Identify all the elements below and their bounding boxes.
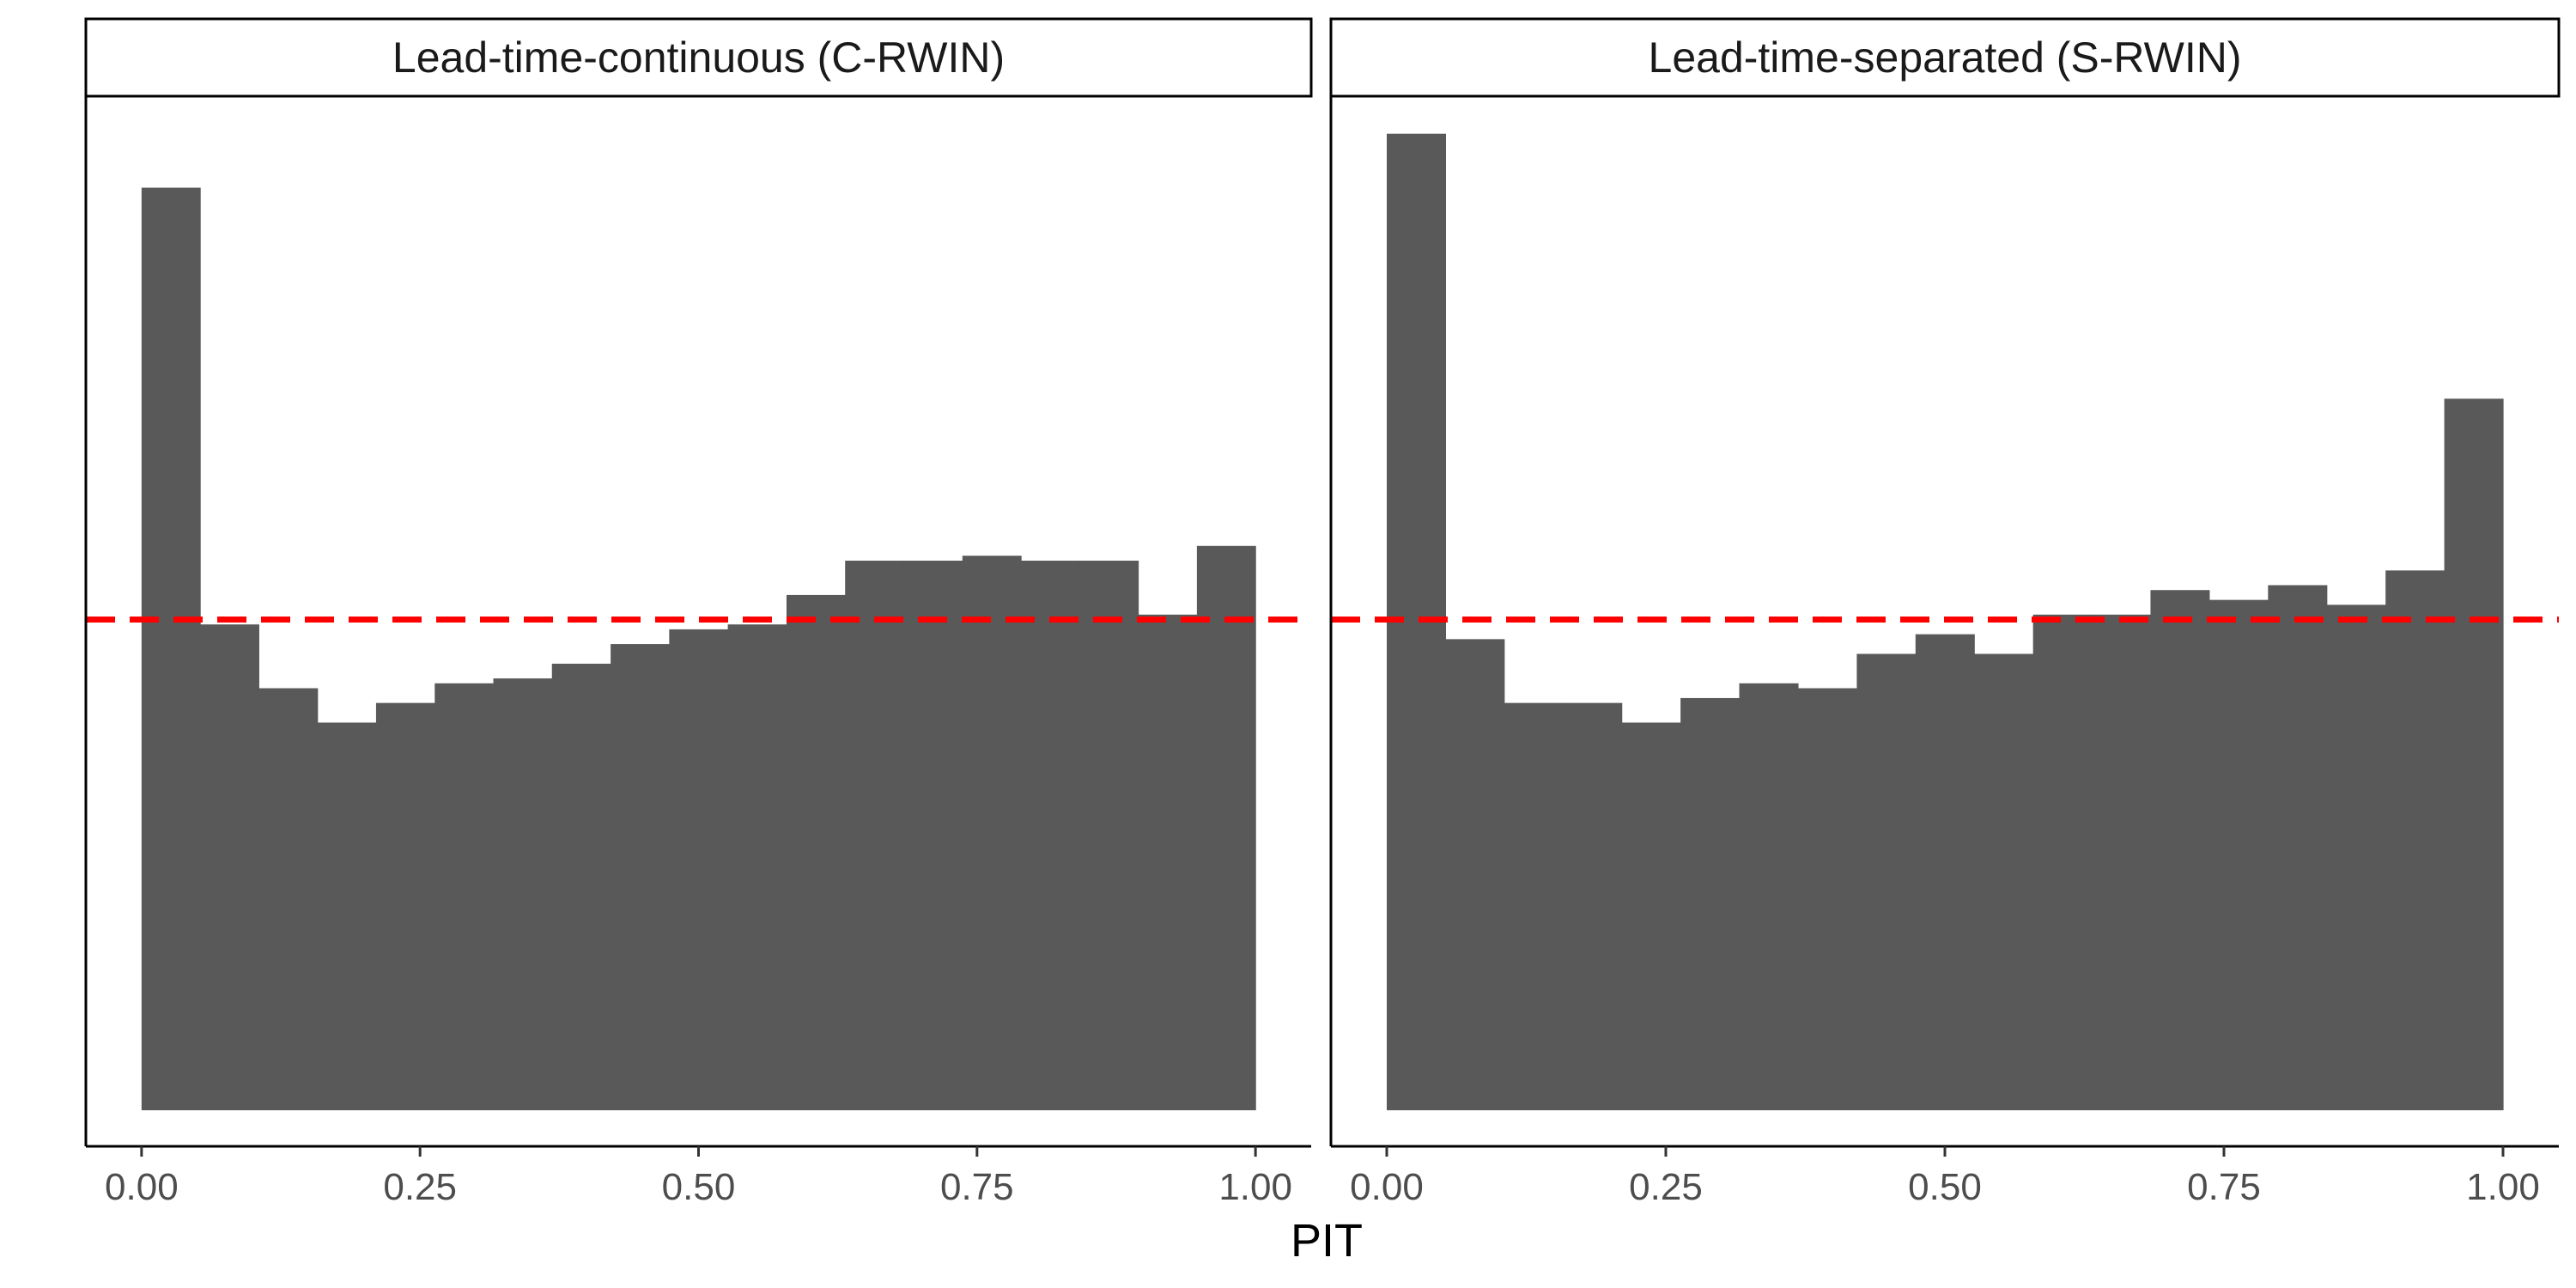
x-tick-label: 1.00: [2466, 1166, 2540, 1208]
histogram-bar: [1621, 722, 1681, 1110]
histogram-bar: [2444, 398, 2504, 1110]
histogram-bar: [1138, 614, 1198, 1110]
histogram-bar: [200, 624, 259, 1110]
histogram-bar: [2268, 585, 2328, 1110]
histogram-bar: [611, 644, 671, 1110]
histogram-bar: [1974, 653, 2034, 1110]
histogram-bar: [375, 702, 435, 1110]
histogram-bar: [1445, 639, 1505, 1110]
histogram-bar: [1504, 702, 1564, 1110]
histogram-bar: [669, 629, 729, 1110]
histogram-bar: [1856, 653, 1917, 1110]
histogram-bar: [1079, 560, 1139, 1110]
histogram-bar: [2150, 590, 2210, 1110]
x-tick-label: 0.00: [1350, 1166, 1424, 1208]
x-tick-label: 0.50: [662, 1166, 736, 1208]
histogram-bar: [1739, 683, 1799, 1110]
panel-title: Lead-time-separated (S-RWIN): [1649, 33, 2242, 82]
panel-1: Lead-time-continuous (C-RWIN) 0.00 0.25 0.5…: [84, 17, 1313, 1208]
histogram-bar: [1797, 688, 1857, 1110]
histogram-bar: [317, 722, 377, 1110]
panel-strip: [84, 17, 1313, 98]
x-tick-label: 0.75: [2187, 1166, 2261, 1208]
histogram-bar: [1021, 560, 1080, 1110]
histogram-bar: [786, 594, 846, 1110]
histogram-bar: [2092, 614, 2152, 1110]
histogram-bar: [141, 187, 201, 1111]
histogram-bar: [493, 678, 553, 1110]
x-tick-label: 0.00: [105, 1166, 179, 1208]
panel-strip: [1329, 17, 2561, 98]
histogram-bar: [434, 683, 495, 1110]
histogram-bar: [845, 560, 905, 1110]
histogram-bar: [258, 688, 319, 1110]
x-tick-label: 0.25: [1629, 1166, 1703, 1208]
x-tick-label: 0.75: [940, 1166, 1014, 1208]
x-tick-label: 0.50: [1908, 1166, 1982, 1208]
panel-title: Lead-time-continuous (C-RWIN): [392, 33, 1005, 82]
histogram-bar: [1563, 702, 1623, 1110]
histogram-bar: [1196, 545, 1256, 1110]
histogram-bar: [1915, 634, 1975, 1110]
histogram-bar: [2326, 605, 2386, 1110]
histogram-bar: [903, 560, 963, 1110]
x-axis-title: PIT: [1291, 1215, 1363, 1267]
histogram-bar: [962, 556, 1022, 1110]
histogram-bar: [727, 624, 787, 1110]
histogram-bar: [2385, 570, 2445, 1110]
histogram-bar: [2208, 599, 2269, 1110]
histogram-bar: [2032, 614, 2093, 1110]
x-tick-label: 1.00: [1218, 1166, 1292, 1208]
histogram-bar: [551, 663, 611, 1110]
panel-2: Lead-time-separated (S-RWIN) 0.00 0.25 0.50…: [1329, 17, 2561, 1208]
x-tick-label: 0.25: [383, 1166, 457, 1208]
histogram-bar: [1680, 697, 1741, 1110]
